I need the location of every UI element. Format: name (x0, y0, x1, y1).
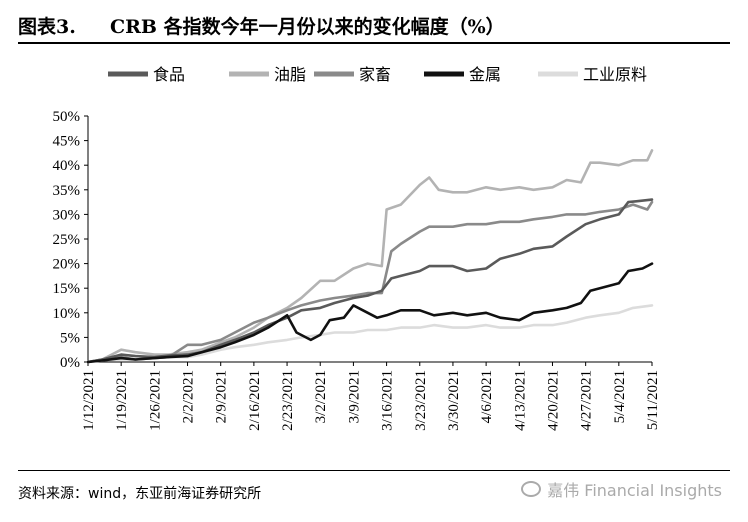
y-tick-label: 40% (53, 158, 81, 174)
source-note: 资料来源：wind，东亚前海证券研究所 (18, 486, 262, 502)
x-tick-label: 4/20/2021 (545, 370, 561, 431)
x-tick-label: 2/16/2021 (247, 370, 263, 431)
y-tick-label: 50% (53, 109, 81, 125)
x-tick-label: 3/9/2021 (346, 370, 362, 423)
x-tick-label: 3/2/2021 (313, 370, 329, 423)
series-line-2 (86, 149, 654, 364)
x-axis: 1/12/2021 1/19/2021 1/26/2021 2/2/2021 2/9/2… (81, 361, 661, 431)
x-tick-label: 5/11/2021 (645, 370, 661, 430)
series-line-3 (86, 200, 654, 364)
watermark: 嘉伟 Financial Insights (521, 477, 722, 501)
series-line-1 (86, 198, 654, 364)
y-axis: 0% 5% 10% 15% 20% 25% 30% 35% 40% 45% 50% (53, 109, 89, 371)
x-tick-label: 1/19/2021 (114, 370, 130, 431)
y-tick-label: 5% (60, 330, 80, 346)
series-lines (86, 149, 654, 364)
figure-label: 图表3. (18, 16, 76, 38)
legend: 食品 油脂 家畜 金属 工业原料 (108, 66, 647, 84)
series-line-4 (86, 262, 654, 364)
x-tick-label: 4/6/2021 (479, 370, 495, 423)
x-tick-label: 2/2/2021 (181, 370, 197, 423)
y-tick-label: 10% (53, 306, 81, 322)
chart-title: CRB 各指数今年一月份以来的变化幅度（%） (110, 16, 505, 38)
legend-label-3: 家畜 (359, 66, 391, 84)
x-tick-label: 4/13/2021 (512, 370, 528, 431)
x-tick-label: 1/12/2021 (81, 370, 97, 431)
y-tick-label: 20% (53, 257, 81, 273)
x-tick-label: 3/30/2021 (446, 370, 462, 431)
y-tick-label: 35% (53, 183, 81, 199)
footer: 资料来源：wind，东亚前海证券研究所 嘉伟 Financial Insight… (18, 470, 730, 502)
legend-label-2: 油脂 (274, 66, 306, 84)
y-tick-label: 25% (53, 232, 81, 248)
y-tick-label: 15% (53, 281, 81, 297)
legend-label-4: 金属 (469, 66, 501, 84)
legend-label-5: 工业原料 (583, 66, 647, 84)
watermark-text: 嘉伟 Financial Insights (547, 481, 722, 500)
chart: 食品 油脂 家畜 金属 工业原料 0% 5% 10% 15% 20% 25% 30% 35% 40% 45… (53, 66, 662, 431)
x-tick-label: 2/23/2021 (280, 370, 296, 431)
legend-label-1: 食品 (153, 66, 185, 84)
x-tick-label: 2/9/2021 (214, 370, 230, 423)
title-bar: 图表3. CRB 各指数今年一月份以来的变化幅度（%） (18, 8, 730, 44)
y-tick-label: 0% (60, 355, 80, 371)
x-tick-label: 4/27/2021 (579, 370, 595, 431)
y-tick-label: 45% (53, 134, 81, 150)
x-tick-label: 3/23/2021 (413, 370, 429, 431)
x-tick-label: 1/26/2021 (147, 370, 163, 431)
y-tick-label: 30% (53, 207, 81, 223)
x-tick-label: 3/16/2021 (380, 370, 396, 431)
wechat-icon (521, 481, 542, 497)
x-tick-label: 5/4/2021 (612, 370, 628, 423)
